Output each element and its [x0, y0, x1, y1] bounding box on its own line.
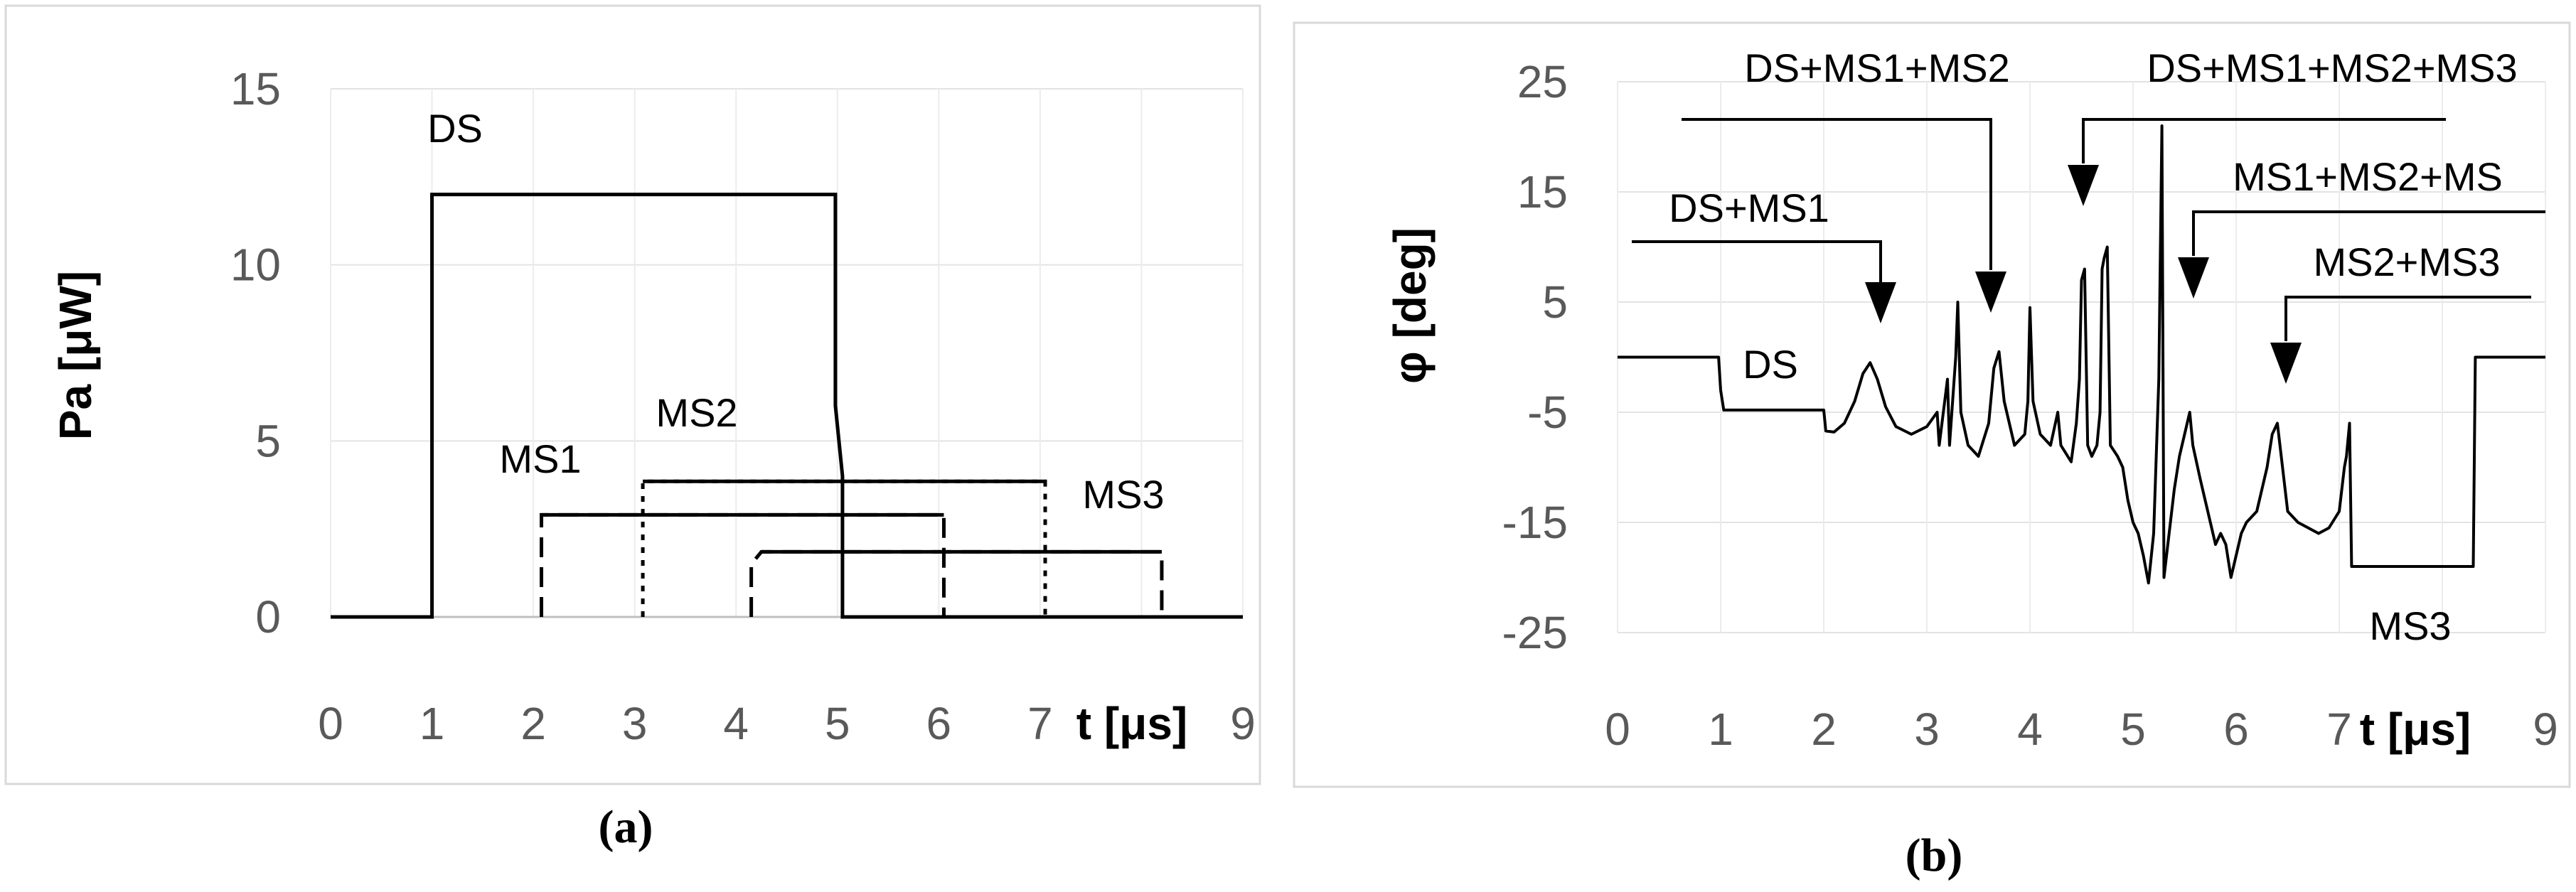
annotation-label: DS+MS1+MS2	[1744, 45, 2010, 90]
x-tick-label: 5	[825, 698, 850, 749]
arrow-head	[2068, 165, 2099, 206]
x-tick-label: 4	[2017, 704, 2043, 755]
x-tick-label: 6	[926, 698, 952, 749]
annotation-leader	[2284, 296, 2531, 341]
panel-a-ticks: 0 1 2 3 4 5 6 7 9 0 5 10 15	[230, 63, 1256, 749]
x-tick-label: 1	[1708, 704, 1733, 755]
arrow-head	[1975, 272, 2006, 313]
panel-a-ylabel: Pa [μW]	[50, 271, 101, 440]
y-tick-label: 25	[1517, 56, 1568, 107]
panel-b-caption: (b)	[1906, 829, 1963, 881]
panel-b-series	[1618, 124, 2545, 585]
y-tick-label: -15	[1502, 497, 1568, 548]
annotation-leader	[2082, 118, 2446, 163]
x-tick-label: 3	[1914, 704, 1940, 755]
y-tick-label: 15	[230, 63, 281, 114]
x-tick-label: 0	[318, 698, 343, 749]
series-phase	[1618, 124, 2545, 585]
annotation-label: DS+MS1+MS2+MS3	[2147, 45, 2517, 90]
y-tick-label: 10	[230, 240, 281, 291]
annotation-leader	[2192, 210, 2545, 256]
panel-b-ticks: 0 1 2 3 4 5 6 7 9 -25 -15 -5 5 15 25	[1502, 56, 2558, 755]
panel-b-ylabel: φ [deg]	[1384, 227, 1436, 384]
annotation-label: MS1+MS2+MS	[2233, 154, 2503, 199]
arrow-head	[1865, 282, 1896, 323]
arrow-head	[2178, 257, 2209, 299]
x-tick-label: 2	[520, 698, 546, 749]
series-ms3	[749, 549, 1164, 617]
series-ds	[331, 193, 1243, 619]
panel-a-xlabel: t [μs]	[1076, 698, 1187, 749]
panel-a-series	[331, 193, 1243, 619]
y-tick-label: 15	[1517, 166, 1568, 217]
y-tick-label: 0	[255, 591, 281, 643]
annotation-label: MS3	[2369, 603, 2451, 648]
x-tick-label: 4	[723, 698, 749, 749]
x-tick-label: 6	[2223, 704, 2249, 755]
label-ds: DS	[427, 106, 483, 151]
panel-b-frame	[1293, 21, 2571, 788]
x-tick-label: 7	[2326, 704, 2352, 755]
x-tick-label: 3	[622, 698, 648, 749]
annotation-leader	[1632, 240, 1882, 284]
arrow-head	[2270, 343, 2302, 384]
x-tick-label: 9	[2533, 704, 2558, 755]
panel-a-grid	[330, 88, 1244, 618]
x-tick-label: 0	[1605, 704, 1630, 755]
y-tick-label: -5	[1527, 387, 1568, 438]
label-ms2: MS2	[656, 390, 737, 435]
panel-b-annotations: DS+MS1 DS+MS1+MS2 DS+MS1+MS2+MS3 MS1+MS2+MS…	[1632, 45, 2545, 648]
annotation-label: DS+MS1	[1669, 186, 1829, 230]
x-tick-label: 5	[2120, 704, 2146, 755]
x-tick-label: 1	[419, 698, 445, 749]
panel-a-series-labels: DS MS1 MS2 MS3	[427, 106, 1164, 517]
x-tick-label: 7	[1027, 698, 1053, 749]
panel-a-caption: (a)	[599, 801, 653, 853]
y-tick-label: 5	[255, 415, 281, 466]
y-tick-label: 5	[1542, 276, 1568, 328]
annotation-label: MS2+MS3	[2314, 240, 2501, 284]
y-tick-label: -25	[1502, 607, 1568, 658]
series-ms1	[540, 512, 946, 617]
panel-a-frame	[4, 4, 1261, 785]
panel-b-xlabel: t [μs]	[2360, 704, 2471, 755]
x-tick-label: 2	[1811, 704, 1837, 755]
x-tick-label: 9	[1230, 698, 1256, 749]
label-ms3: MS3	[1082, 472, 1164, 517]
annotation-leader	[1682, 118, 1992, 270]
annotation-label: DS	[1743, 342, 1798, 387]
label-ms1: MS1	[499, 436, 581, 481]
